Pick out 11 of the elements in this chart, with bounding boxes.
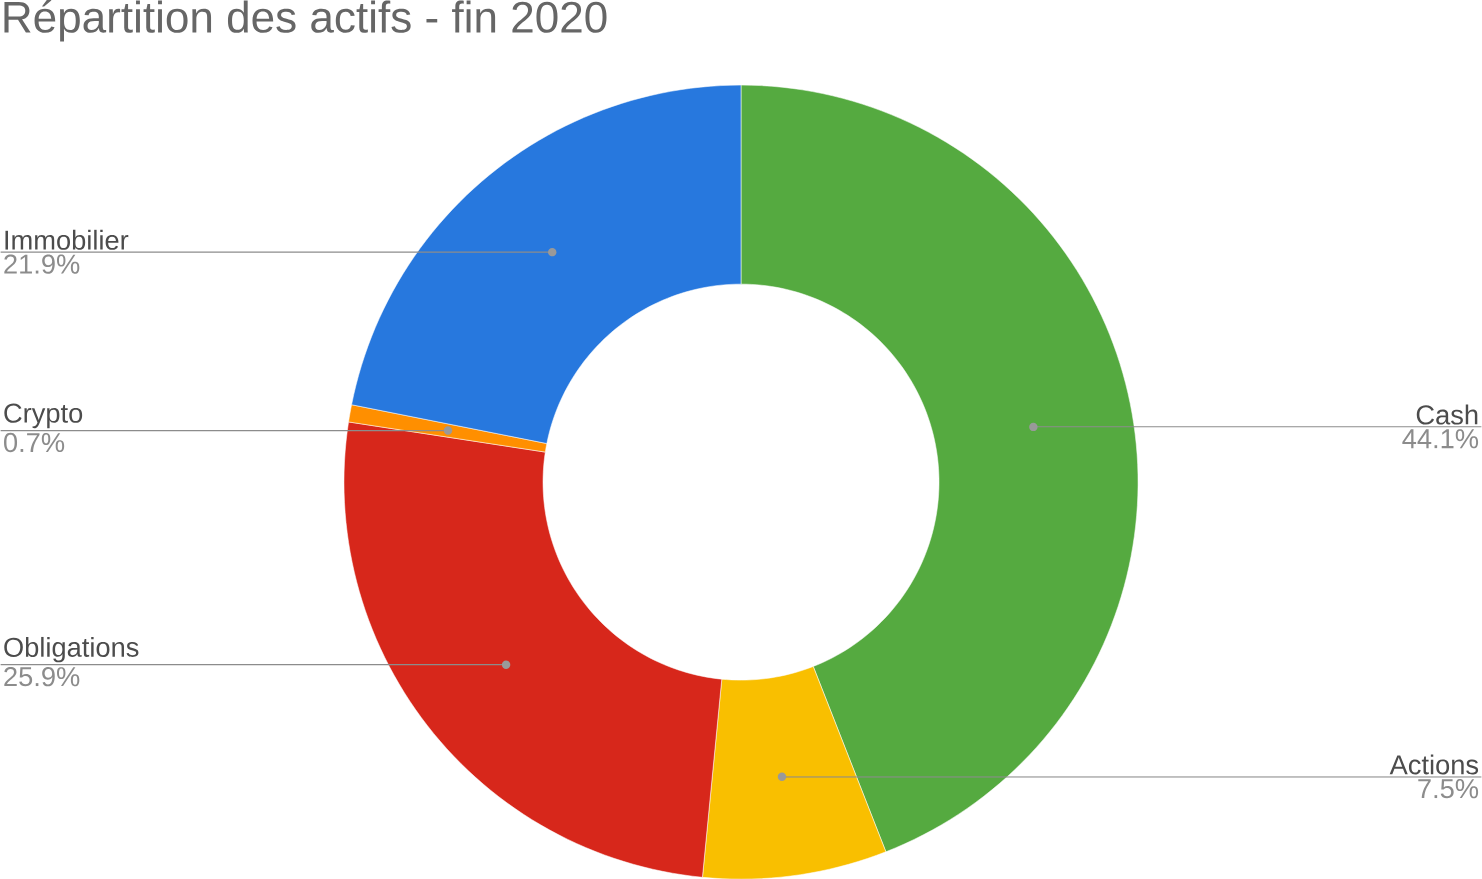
slice-label: Actions xyxy=(1389,754,1479,775)
data-label: 44.1% xyxy=(1402,429,1479,449)
data-label: 21.9% xyxy=(4,254,80,274)
data-label: 7.5% xyxy=(1418,778,1479,799)
data-label: 0.7% xyxy=(4,432,65,452)
chart-title: Répartition des actifs - fin 2020 xyxy=(4,0,607,42)
slice-label: Obligations xyxy=(4,636,139,663)
slice-label: Immobilier xyxy=(5,229,129,250)
slice-label: Crypto xyxy=(4,403,83,429)
data-label: 25.9% xyxy=(4,666,80,687)
slice-label: Cash xyxy=(1416,404,1478,425)
